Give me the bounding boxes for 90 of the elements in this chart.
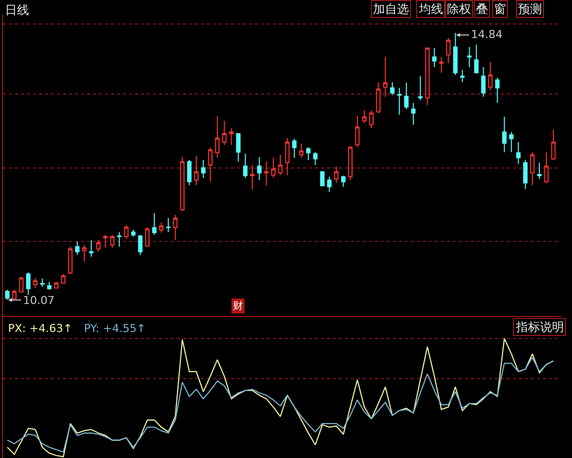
candlestick xyxy=(215,115,220,158)
candlestick xyxy=(68,246,73,275)
candlestick xyxy=(61,274,66,284)
candlestick xyxy=(40,278,45,288)
candlestick xyxy=(131,229,136,238)
candlestick xyxy=(495,77,500,104)
candlestick xyxy=(474,44,479,74)
candlestick xyxy=(362,110,367,124)
candlestick xyxy=(12,289,17,300)
candlestick xyxy=(194,156,199,186)
candlestick xyxy=(292,138,297,158)
candlestick xyxy=(551,129,556,160)
candlestick xyxy=(173,214,178,240)
candlestick xyxy=(222,120,227,146)
candlestick xyxy=(264,161,269,186)
candlestick xyxy=(201,159,206,178)
chart-title: 日线 xyxy=(5,3,29,18)
candlestick xyxy=(236,132,241,162)
candlestick xyxy=(187,159,192,186)
candlestick xyxy=(110,234,115,248)
candlestick xyxy=(75,241,80,256)
candlestick xyxy=(537,162,542,180)
candlestick xyxy=(117,232,122,248)
candlestick xyxy=(145,227,150,248)
candlestick xyxy=(257,156,262,181)
annotation: 10.07 xyxy=(23,294,54,307)
candlestick xyxy=(516,142,521,164)
candlestick xyxy=(460,69,465,83)
candlestick xyxy=(208,147,213,182)
candlestick xyxy=(47,281,52,290)
annotation: 窗 xyxy=(494,2,506,16)
candlestick xyxy=(166,218,171,233)
candlestick xyxy=(397,87,402,116)
candlestick xyxy=(446,38,451,64)
candlestick xyxy=(306,146,311,160)
candlestick xyxy=(54,281,59,290)
candlestick xyxy=(544,152,549,184)
annotation: 均线 xyxy=(418,2,443,16)
annotation: 14.84 xyxy=(471,28,502,41)
candlestick xyxy=(411,102,416,126)
text: PX: +4.63↑ xyxy=(8,322,72,335)
candlestick xyxy=(313,152,318,166)
candlestick xyxy=(530,152,535,186)
annotation: 除权 xyxy=(447,2,471,16)
candlestick xyxy=(348,146,353,181)
candlestick xyxy=(250,164,255,190)
candlestick xyxy=(523,159,528,190)
candlestick xyxy=(26,272,31,296)
annotation: 财 xyxy=(233,300,243,312)
annotation: 预测 xyxy=(518,2,542,16)
candlestick xyxy=(481,66,486,98)
candlestick xyxy=(299,143,304,158)
candlestick xyxy=(33,277,38,289)
text: PY: +4.55↑ xyxy=(84,322,146,335)
candlestick xyxy=(439,56,444,74)
candlestick xyxy=(355,115,360,148)
candlestick xyxy=(285,138,290,176)
annotation: 叠 xyxy=(476,2,488,16)
candlestick xyxy=(425,47,430,106)
candlestick xyxy=(467,46,472,68)
candlestick xyxy=(243,153,248,178)
candlestick xyxy=(82,244,87,262)
candlestick xyxy=(327,176,332,192)
candlestick xyxy=(376,82,381,114)
candlestick xyxy=(278,154,283,176)
candlestick xyxy=(334,166,339,184)
candlestick xyxy=(390,82,395,96)
candlestick xyxy=(138,234,143,256)
candlestick xyxy=(488,62,493,91)
candlestick xyxy=(152,212,157,236)
annotation: 加自选 xyxy=(373,2,409,16)
candlestick xyxy=(19,276,24,294)
candlestick xyxy=(369,110,374,129)
candlestick xyxy=(89,239,94,258)
candlestick xyxy=(320,170,325,187)
candlestick xyxy=(103,234,108,248)
candlestick xyxy=(432,48,437,68)
candlestick xyxy=(341,175,346,188)
candlestick xyxy=(418,76,423,101)
candlestick xyxy=(96,239,101,252)
text: 指标说明 xyxy=(515,320,564,334)
candlestick xyxy=(404,82,409,110)
candlestick xyxy=(229,128,234,146)
candlestick xyxy=(502,116,507,153)
candlestick xyxy=(509,132,514,153)
candlestick xyxy=(383,56,388,98)
candlestick xyxy=(271,157,276,178)
candlestick xyxy=(124,224,129,240)
candlestick xyxy=(159,222,164,234)
candlestick xyxy=(180,156,185,212)
